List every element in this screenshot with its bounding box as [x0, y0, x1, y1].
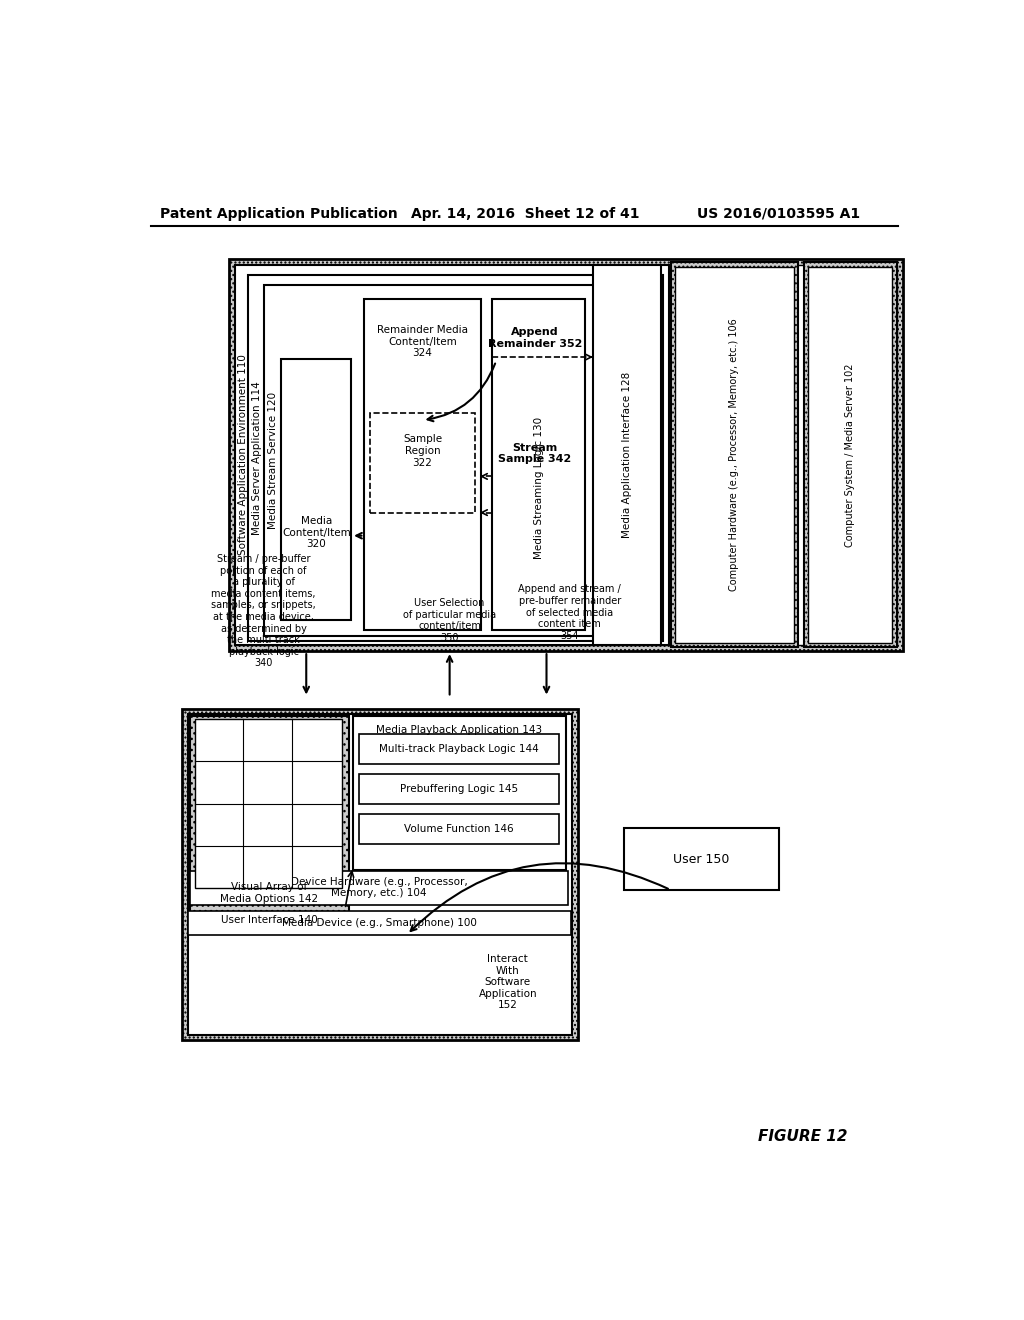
- Bar: [248, 276, 663, 642]
- Text: Device Hardware (e.g., Processor,
Memory, etc.) 104: Device Hardware (e.g., Processor, Memory…: [291, 876, 468, 899]
- Bar: [365, 300, 480, 631]
- Bar: [624, 829, 779, 890]
- Bar: [282, 359, 351, 620]
- Text: Interact
With
Software
Application
152: Interact With Software Application 152: [478, 954, 537, 1011]
- Bar: [804, 263, 897, 647]
- Text: Media Playback Application 143: Media Playback Application 143: [376, 725, 542, 735]
- Text: Stream / pre-buffer
portion of each of
a plurality of
media content items,
sampl: Stream / pre-buffer portion of each of a…: [211, 554, 316, 668]
- Bar: [493, 300, 586, 631]
- Text: User 150: User 150: [674, 853, 730, 866]
- Text: Media Device (e.g., Smartphone) 100: Media Device (e.g., Smartphone) 100: [282, 917, 476, 928]
- Text: Computer Hardware (e.g., Processor, Memory, etc.) 106: Computer Hardware (e.g., Processor, Memo…: [729, 318, 739, 591]
- Bar: [190, 715, 349, 916]
- Text: Stream
Sample 342: Stream Sample 342: [499, 442, 571, 465]
- Bar: [234, 264, 897, 645]
- Text: FIGURE 12: FIGURE 12: [758, 1129, 847, 1144]
- Bar: [370, 413, 475, 512]
- Text: US 2016/0103595 A1: US 2016/0103595 A1: [697, 207, 860, 220]
- Bar: [352, 715, 566, 870]
- Text: Computer System / Media Server 102: Computer System / Media Server 102: [845, 363, 855, 546]
- Text: Software Application Environment 110: Software Application Environment 110: [239, 354, 249, 556]
- Text: Media
Content/Item
320: Media Content/Item 320: [282, 516, 350, 549]
- Bar: [671, 263, 799, 647]
- Bar: [359, 734, 559, 763]
- Text: Media Streaming Logic 130: Media Streaming Logic 130: [534, 417, 544, 560]
- Bar: [228, 259, 903, 651]
- Bar: [190, 871, 568, 906]
- Text: Remainder Media
Content/Item
324: Remainder Media Content/Item 324: [377, 325, 468, 358]
- Text: Patent Application Publication: Patent Application Publication: [160, 207, 398, 220]
- Text: Apr. 14, 2016  Sheet 12 of 41: Apr. 14, 2016 Sheet 12 of 41: [411, 207, 639, 220]
- Bar: [234, 264, 669, 645]
- Text: Append
Remainder 352: Append Remainder 352: [487, 327, 582, 348]
- Text: Media Server Application 114: Media Server Application 114: [253, 381, 262, 535]
- Bar: [359, 814, 559, 843]
- Bar: [187, 714, 572, 1035]
- Text: Multi-track Playback Logic 144: Multi-track Playback Logic 144: [379, 744, 539, 754]
- Bar: [263, 285, 658, 636]
- Bar: [195, 719, 342, 888]
- Text: Media Application Interface 128: Media Application Interface 128: [623, 372, 632, 539]
- Text: Visual Array of
Media Options 142: Visual Array of Media Options 142: [220, 882, 318, 904]
- Text: Volume Function 146: Volume Function 146: [404, 824, 514, 834]
- Bar: [359, 775, 559, 804]
- Text: Media Stream Service 120: Media Stream Service 120: [268, 392, 278, 529]
- Text: User Interface 140: User Interface 140: [221, 915, 317, 925]
- Text: Append and stream /
pre-buffer remainder
of selected media
content item
354: Append and stream / pre-buffer remainder…: [518, 585, 622, 642]
- Bar: [809, 267, 892, 643]
- Bar: [675, 267, 794, 643]
- Text: Prebuffering Logic 145: Prebuffering Logic 145: [399, 784, 518, 795]
- Text: Sample
Region
322: Sample Region 322: [402, 434, 442, 467]
- Bar: [593, 264, 662, 645]
- Bar: [182, 709, 578, 1040]
- Text: User Selection
of particular media
content/item
350: User Selection of particular media conte…: [403, 598, 497, 643]
- Bar: [187, 911, 570, 935]
